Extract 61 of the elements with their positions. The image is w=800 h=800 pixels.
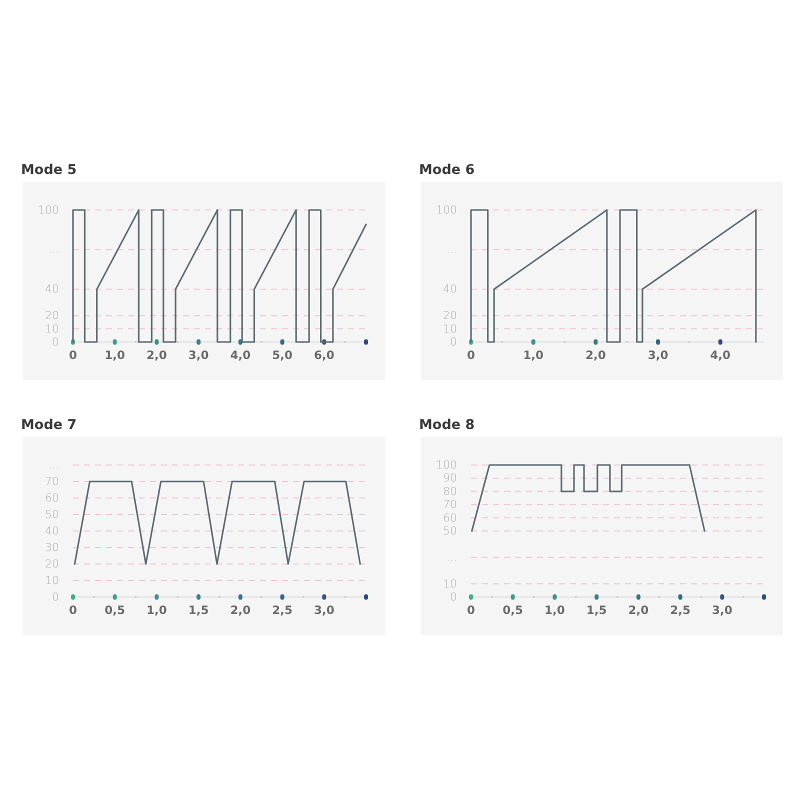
y-tick-label: 20	[45, 309, 59, 322]
x-tick-label: 2,0	[230, 603, 251, 618]
x-tick-label: 0,5	[502, 603, 524, 618]
x-tick-label: 1,5	[586, 603, 607, 618]
x-tick-label: 1,5	[188, 603, 209, 618]
y-tick-label: 0	[450, 590, 457, 604]
y-tick-label: 30	[45, 541, 59, 554]
chart-title: Mode 8	[419, 417, 475, 433]
y-tick-label: ...	[446, 550, 457, 564]
x-tick-label: 5,0	[272, 348, 292, 362]
y-tick-label: ...	[48, 243, 59, 256]
x-tick-label: 2,0	[585, 348, 606, 362]
x-tick-label: 1,0	[104, 348, 126, 362]
x-tick-label: 3,0	[314, 603, 334, 618]
y-tick-label: 40	[45, 282, 59, 296]
y-tick-label: 40	[443, 282, 457, 296]
x-tick-label: 3,0	[712, 603, 732, 618]
x-tick-label: 6,0	[314, 348, 334, 362]
x-tick-label: 0	[68, 348, 78, 362]
y-tick-label: 50	[443, 524, 457, 538]
y-tick-label: 0	[450, 336, 457, 349]
x-tick-label: 2,0	[146, 348, 167, 362]
y-tick-label: 50	[45, 508, 59, 522]
x-tick-label: 2,5	[272, 603, 292, 618]
y-tick-label: 20	[443, 309, 457, 322]
chart-title: Mode 7	[21, 417, 77, 433]
y-tick-label: 10	[45, 574, 59, 588]
y-tick-label: 60	[45, 492, 59, 505]
y-tick-label: 60	[443, 511, 457, 524]
x-tick-label: 2,5	[670, 603, 690, 618]
y-tick-label: 80	[443, 484, 457, 498]
y-tick-label: 20	[45, 558, 59, 571]
y-tick-label: 100	[436, 458, 457, 472]
y-tick-label: 100	[436, 204, 457, 217]
y-tick-label: 40	[45, 524, 59, 538]
y-tick-label: 10	[443, 322, 457, 336]
x-tick-label: 4,0	[710, 348, 731, 362]
x-tick-label: 0,5	[104, 603, 126, 618]
x-tick-label: 0	[466, 603, 476, 618]
y-tick-label: 10	[443, 577, 457, 590]
x-tick-label: 0	[68, 603, 78, 618]
x-tick-label: 1,0	[523, 348, 544, 362]
x-tick-label: 3,0	[648, 348, 668, 362]
x-tick-label: 2,0	[628, 603, 649, 618]
y-tick-label: 0	[52, 336, 59, 349]
x-tick-label: 1,0	[146, 603, 167, 618]
x-tick-label: 1,0	[544, 603, 565, 618]
y-tick-label: ...	[446, 243, 457, 256]
y-tick-label: 70	[443, 498, 457, 512]
x-tick-label: 0	[466, 348, 476, 362]
y-tick-label: 0	[52, 590, 59, 604]
line-series	[72, 209, 367, 343]
x-tick-label: 3,0	[188, 348, 209, 362]
y-tick-label: 70	[45, 475, 59, 488]
y-tick-label: 90	[443, 472, 457, 485]
y-tick-label: ...	[48, 458, 59, 472]
x-tick-label: 4,0	[230, 348, 251, 362]
chart-title: Mode 6	[419, 162, 475, 178]
chart-title: Mode 5	[21, 162, 77, 178]
y-tick-label: 100	[38, 204, 59, 217]
y-tick-label: 10	[45, 322, 59, 336]
